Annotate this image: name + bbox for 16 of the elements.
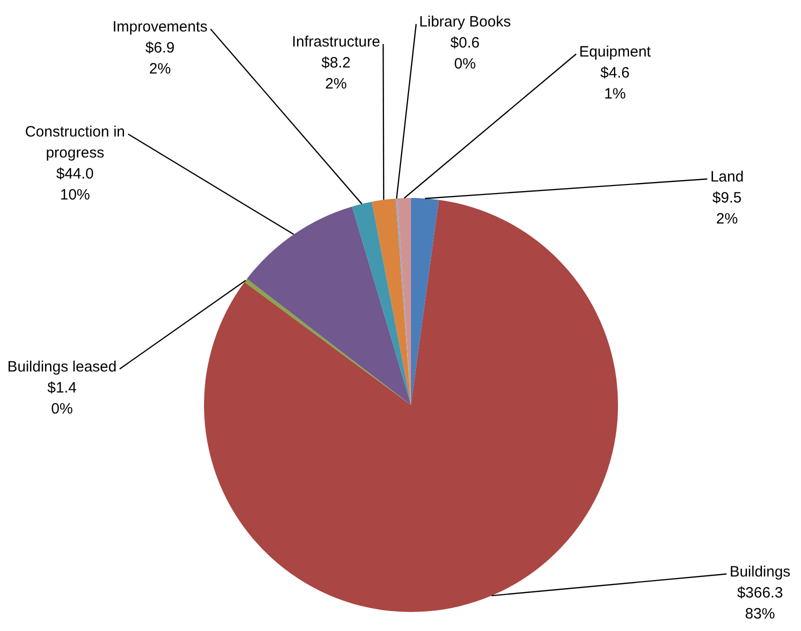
slice-label: Construction in progress (24, 124, 126, 162)
slice-label: Land (710, 168, 744, 186)
data-label: $8.2 2% (321, 54, 351, 93)
slice-label: Buildings leased (7, 358, 117, 376)
data-label: $9.5 2% (712, 190, 742, 228)
data-label: $6.9 2% (145, 40, 175, 78)
data-label: $1.4 0% (47, 380, 77, 418)
slice-label: Equipment (579, 44, 652, 61)
slice-label: Infrastructure (292, 34, 380, 51)
slice-label: Library Books (419, 14, 511, 31)
data-label: $44.0 10% (56, 166, 94, 204)
data-label: $0.6 0% (450, 34, 480, 73)
slice-label: Buildings (730, 564, 790, 581)
data-label: $4.6 1% (600, 64, 630, 103)
slice-label: Improvements (112, 18, 208, 36)
data-label: $366.3 83% (737, 584, 783, 623)
